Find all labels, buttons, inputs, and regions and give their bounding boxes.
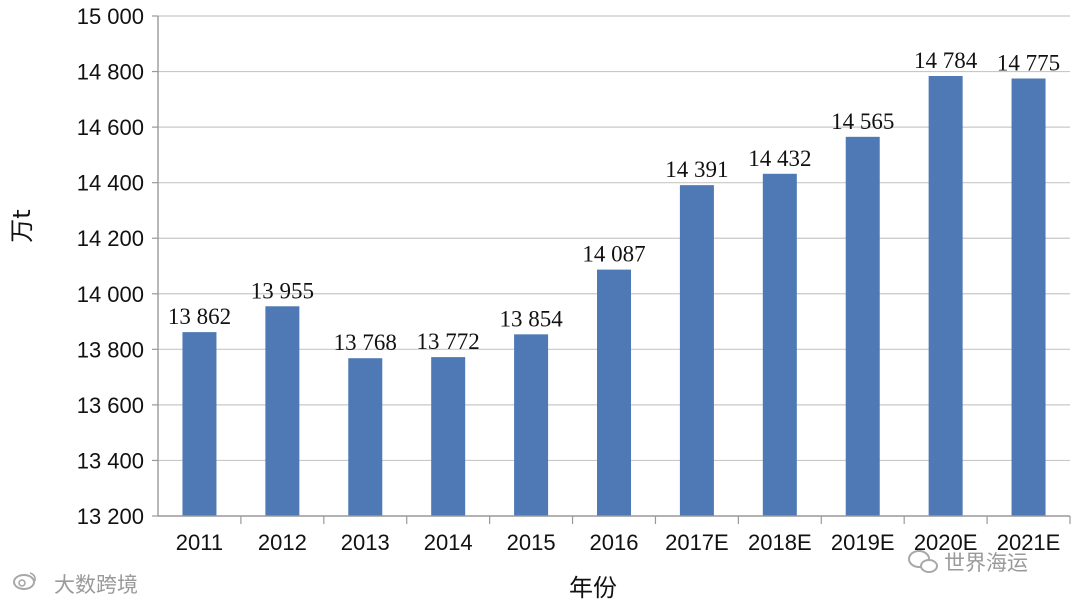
x-tick-label-2012: 2012 xyxy=(258,530,307,555)
x-tick-label-2016: 2016 xyxy=(590,530,639,555)
x-tick-label-2017E: 2017E xyxy=(665,530,729,555)
y-tick-label: 13 400 xyxy=(77,448,144,473)
bar-2016 xyxy=(597,269,631,516)
x-tick-label-2014: 2014 xyxy=(424,530,473,555)
y-axis-title: 万t xyxy=(8,209,36,242)
x-tick-label-2018E: 2018E xyxy=(748,530,812,555)
data-label-2016: 14 087 xyxy=(582,242,645,267)
x-tick-label-2019E: 2019E xyxy=(831,530,895,555)
data-label-2020E: 14 784 xyxy=(914,48,978,73)
y-tick-label: 13 800 xyxy=(77,337,144,362)
data-label-2012: 13 955 xyxy=(251,278,314,303)
weibo-icon xyxy=(13,572,36,590)
x-tick-label-2015: 2015 xyxy=(507,530,556,555)
y-tick-label: 13 600 xyxy=(77,393,144,418)
bar-2014 xyxy=(431,357,466,516)
watermark-right: 世界海运 xyxy=(908,550,1028,575)
wechat-icon xyxy=(908,550,938,573)
bars xyxy=(182,76,1046,517)
data-label-2013: 13 768 xyxy=(334,330,397,355)
x-tick-label-2013: 2013 xyxy=(341,530,390,555)
y-tick-label: 14 400 xyxy=(77,171,144,196)
data-label-2015: 13 854 xyxy=(499,306,563,331)
data-label-2018E: 14 432 xyxy=(748,146,811,171)
data-label-2011: 13 862 xyxy=(168,304,231,329)
bar-2017E xyxy=(679,185,714,516)
data-label-2019E: 14 565 xyxy=(831,109,894,134)
y-tick-label: 14 800 xyxy=(77,60,144,85)
bar-2015 xyxy=(514,334,549,516)
watermark-right-text: 世界海运 xyxy=(944,551,1028,575)
bar-2012 xyxy=(265,306,300,516)
watermark-left-text: 大数跨境 xyxy=(54,573,138,597)
x-axis-ticks: 2011 2012 2013 2014 2015 2016 2017E 2018E 2019E 2… xyxy=(176,516,1071,555)
x-tick-label-2020E: 2020E xyxy=(914,530,978,555)
bar-2011 xyxy=(182,332,217,516)
x-axis-title: 年份 xyxy=(569,574,617,602)
y-tick-label: 14 000 xyxy=(77,282,144,307)
data-label-2021E: 14 775 xyxy=(997,51,1060,76)
data-labels: 13 862 13 955 13 768 13 772 13 854 14 087 14 3… xyxy=(168,48,1060,355)
y-tick-label: 13 200 xyxy=(77,504,144,529)
bar-2020E xyxy=(928,76,963,516)
bar-2021E xyxy=(1011,78,1046,516)
bar-2018E xyxy=(762,173,797,516)
x-tick-label-2011: 2011 xyxy=(176,530,223,555)
y-tick-label: 14 200 xyxy=(77,226,144,251)
data-label-2014: 13 772 xyxy=(417,329,480,354)
gridlines xyxy=(158,15,1070,462)
y-tick-label: 14 600 xyxy=(77,115,144,140)
bar-2019E xyxy=(845,136,880,517)
watermark-left: 大数跨境 xyxy=(13,572,138,597)
x-tick-label-2021E: 2021E xyxy=(997,530,1061,555)
y-tick-label: 15 000 xyxy=(77,4,144,29)
data-label-2017E: 14 391 xyxy=(665,157,728,182)
bar-2013 xyxy=(348,358,383,516)
y-axis-ticks: 13 200 13 400 13 600 13 800 14 000 14 200 14 4… xyxy=(77,4,158,529)
